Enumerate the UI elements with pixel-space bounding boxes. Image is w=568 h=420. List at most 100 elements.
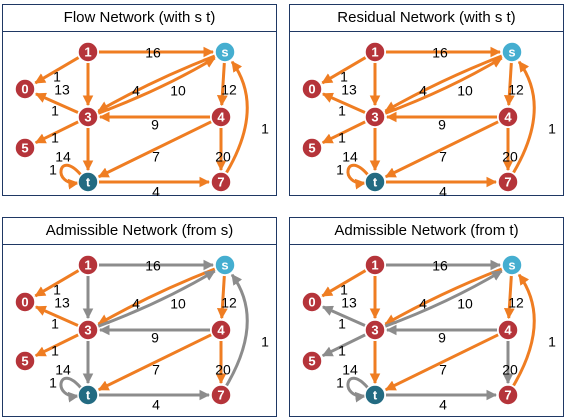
node-circle (210, 171, 232, 193)
node-0: 0 (14, 78, 36, 100)
edge-label-3-5: 1 (338, 130, 346, 146)
node-circle (497, 171, 519, 193)
edge-3-s (97, 56, 216, 115)
node-label: 3 (371, 109, 378, 124)
node-circle (214, 41, 236, 63)
node-s: s (214, 41, 236, 63)
edge-label-1-3: 13 (54, 295, 70, 311)
node-label: 1 (371, 257, 378, 272)
node-7: 7 (210, 171, 232, 193)
node-circle (364, 106, 386, 128)
node-0: 0 (14, 291, 36, 313)
edge-7-s (225, 273, 249, 387)
edge-label-1-3: 13 (54, 82, 70, 98)
edge-label-3-t: 14 (342, 362, 358, 378)
edge-label-1-0: 1 (53, 282, 61, 298)
node-layer: 0 1 s 3 4 5 t 7 (14, 254, 236, 406)
panel-title: Residual Network (with s t) (290, 5, 563, 32)
node-label: 5 (21, 140, 28, 155)
node-circle (14, 137, 36, 159)
node-circle (364, 254, 386, 276)
edge-label-s-3: 4 (132, 83, 140, 99)
node-label: s (508, 44, 515, 59)
edge-7-s (512, 60, 536, 174)
node-layer: 0 1 s 3 4 5 t 7 (14, 41, 236, 193)
node-label: 1 (84, 44, 91, 59)
edge-label-7-s: 1 (548, 334, 556, 350)
node-circle (364, 41, 386, 63)
node-5: 5 (301, 137, 323, 159)
node-label: 4 (217, 322, 225, 337)
edge-label-4-7: 20 (215, 149, 231, 165)
node-layer: 0 1 s 3 4 5 t 7 (301, 254, 523, 406)
edge-t-t (59, 163, 83, 190)
edge-label-3-t: 14 (342, 149, 358, 165)
edge-label-7-s: 1 (548, 121, 556, 137)
edge-label-4-t: 7 (439, 362, 447, 378)
edge-3-s (97, 269, 216, 328)
node-circle (497, 384, 519, 406)
node-label: 0 (21, 81, 28, 96)
node-5: 5 (14, 137, 36, 159)
edge-3-0 (321, 305, 366, 327)
node-3: 3 (77, 106, 99, 128)
edge-label-s-3: 4 (419, 83, 427, 99)
node-1: 1 (364, 41, 386, 63)
panel-admissible-network-from-s: Admissible Network (from s) 0 1 s 3 4 5 t 7 16 1 1… (2, 217, 277, 417)
edge-label-3-5: 1 (51, 130, 59, 146)
node-label: 4 (217, 109, 225, 124)
node-circle (77, 171, 99, 193)
panel-flow-network: Flow Network (with s t) 0 1 s 3 4 5 t 7 16 1 13 4 10… (2, 4, 277, 196)
node-circle (364, 319, 386, 341)
node-label: 1 (371, 44, 378, 59)
edge-layer (34, 46, 249, 190)
edge-label-s-4: 12 (508, 295, 524, 311)
panel-admissible-network-from-t: Admissible Network (from t) 0 1 s 3 4 5 t 7 16 1 1… (289, 217, 564, 417)
node-label: s (221, 257, 228, 272)
node-label: 3 (84, 322, 91, 337)
node-7: 7 (497, 384, 519, 406)
node-circle (14, 350, 36, 372)
panel-title: Admissible Network (from t) (290, 218, 563, 245)
edge-label-4-3: 9 (438, 117, 446, 133)
node-circle (210, 319, 232, 341)
node-label: 3 (84, 109, 91, 124)
node-t: t (77, 171, 99, 193)
node-circle (364, 384, 386, 406)
edge-label-4-t: 7 (439, 149, 447, 165)
node-label: 0 (21, 294, 28, 309)
node-circle (301, 137, 323, 159)
edge-4-t (97, 333, 212, 392)
node-3: 3 (364, 319, 386, 341)
node-label: 7 (504, 174, 511, 189)
edge-3-5 (34, 120, 79, 145)
edge-label-1-0: 1 (340, 69, 348, 85)
node-t: t (77, 384, 99, 406)
edge-label-1-s: 16 (145, 258, 161, 274)
edge-s-3 (97, 267, 216, 326)
node-circle (214, 254, 236, 276)
node-circle (497, 106, 519, 128)
node-5: 5 (301, 350, 323, 372)
node-label: 1 (84, 257, 91, 272)
edge-label-1-0: 1 (53, 69, 61, 85)
edge-label-s-4: 12 (508, 82, 524, 98)
node-label: 7 (217, 174, 224, 189)
edge-label-1-3: 13 (341, 295, 357, 311)
node-label: 7 (217, 387, 224, 402)
edge-label-7-s: 1 (261, 334, 269, 350)
edge-3-5 (321, 120, 366, 145)
edge-3-s (384, 56, 503, 115)
edge-s-3 (97, 54, 216, 113)
edge-label-4-3: 9 (151, 117, 159, 133)
node-circle (501, 41, 523, 63)
edge-s-3 (384, 267, 503, 326)
edge-3-5 (321, 333, 366, 358)
node-circle (77, 319, 99, 341)
node-4: 4 (210, 106, 232, 128)
node-circle (501, 254, 523, 276)
node-1: 1 (77, 254, 99, 276)
node-label: t (86, 174, 91, 189)
